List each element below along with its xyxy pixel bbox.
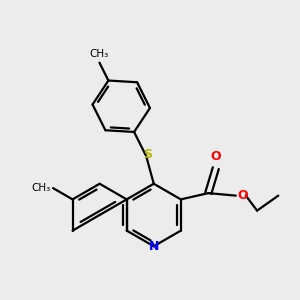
Text: N: N <box>148 240 159 253</box>
Text: CH₃: CH₃ <box>31 183 51 193</box>
Text: CH₃: CH₃ <box>90 49 109 59</box>
Text: O: O <box>237 189 248 202</box>
Text: S: S <box>143 148 152 161</box>
Text: O: O <box>211 150 221 163</box>
